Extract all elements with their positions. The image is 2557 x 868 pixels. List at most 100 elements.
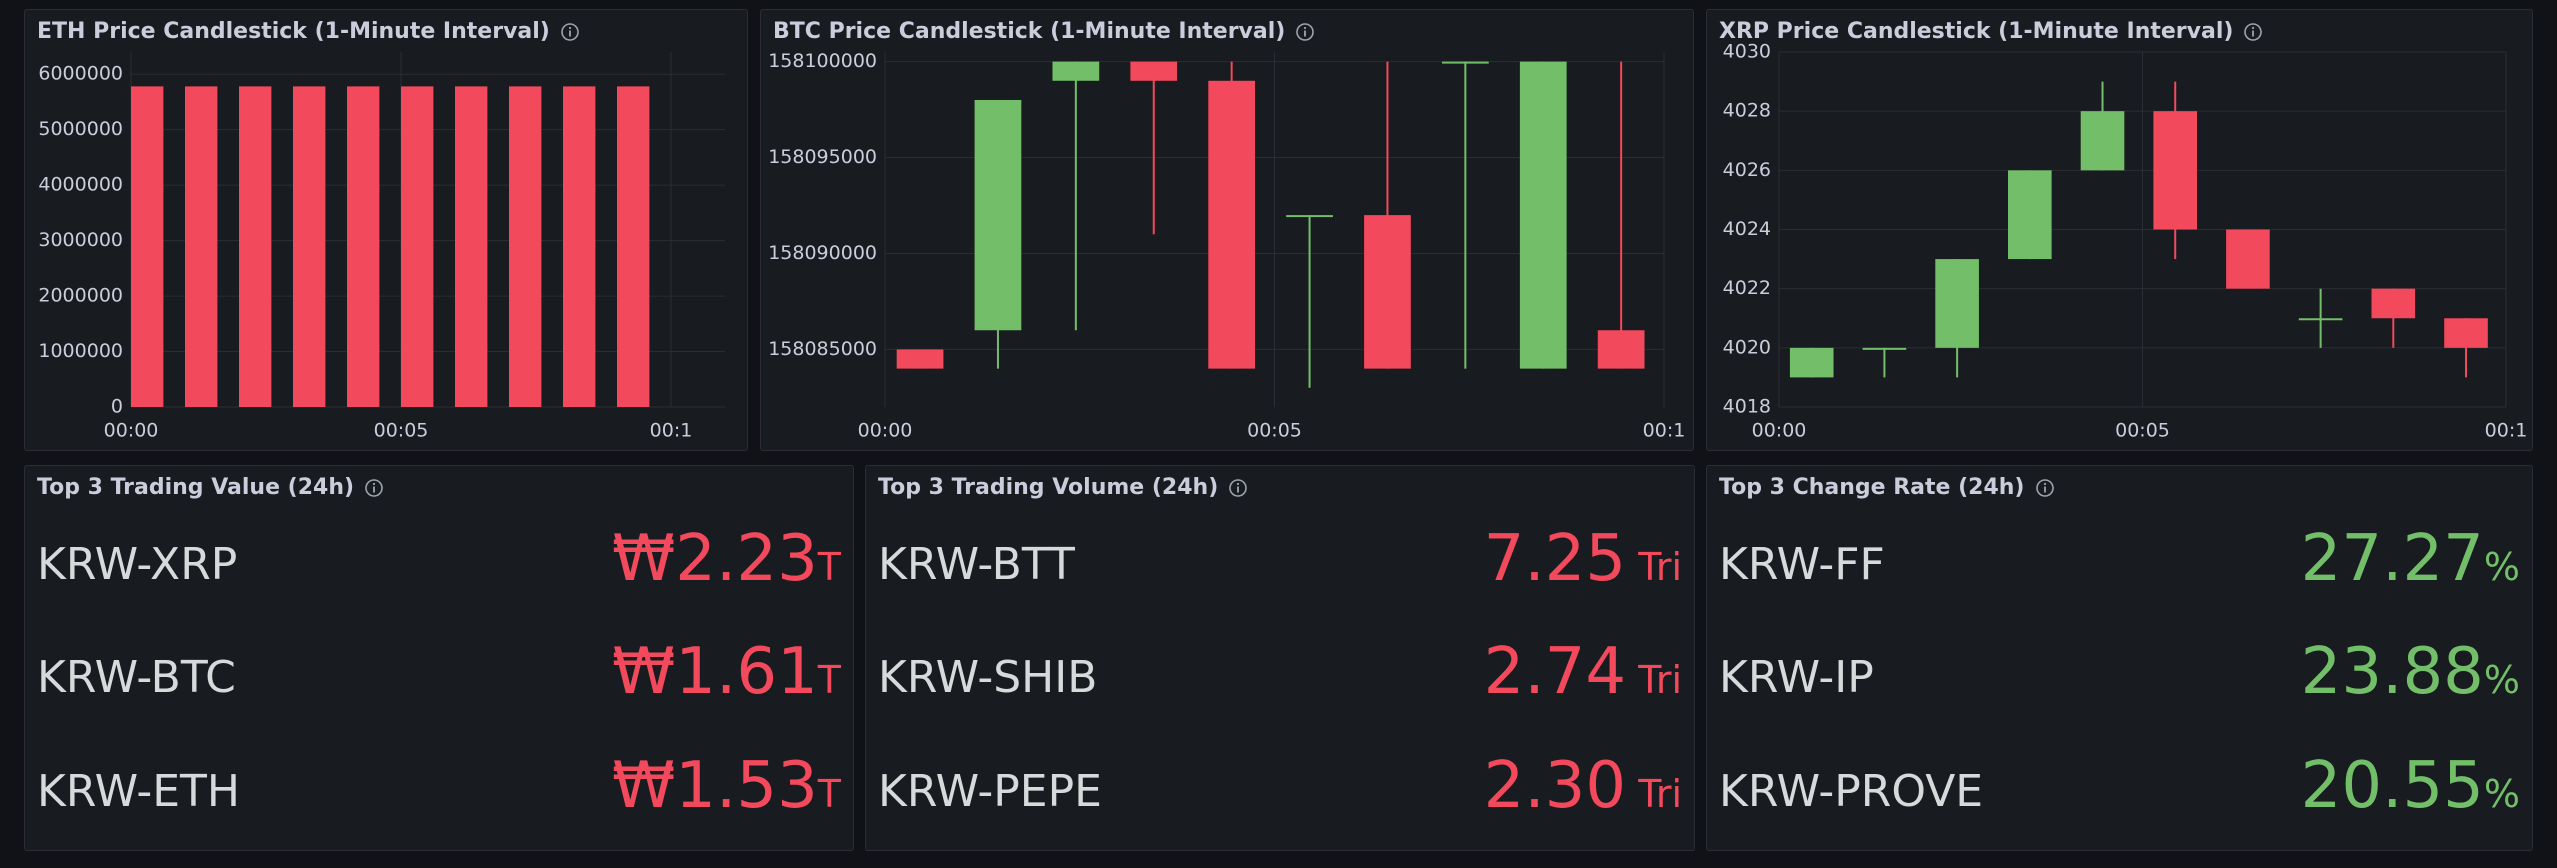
stat-value: 23.88%: [2301, 635, 2520, 709]
value-panel-title: Top 3 Trading Value (24h): [37, 475, 355, 500]
stat-row: KRW-BTT 7.25 Tri: [878, 516, 1682, 606]
panel-title: ETH Price Candlestick (1-Minute Interval…: [37, 19, 580, 44]
stat-number: ₩2.23: [612, 522, 818, 596]
x-tick-label: 00:00: [1752, 420, 1807, 442]
change-panel-title: Top 3 Change Rate (24h): [1719, 475, 2025, 500]
stat-unit: T: [817, 772, 841, 816]
stat-value: 7.25 Tri: [1484, 522, 1682, 596]
candle-body: [2371, 288, 2416, 319]
x-tick-label: 00:05: [374, 420, 429, 442]
candle-body: [974, 99, 1022, 331]
price-bar: [563, 86, 596, 407]
stat-unit: Tri: [1626, 545, 1682, 589]
stat-row: KRW-FF 27.27%: [1719, 516, 2520, 606]
x-tick-label: 00:1: [1643, 420, 1686, 442]
y-tick-label: 0: [111, 396, 123, 418]
price-bar: [455, 86, 488, 407]
stat-row: KRW-PEPE 2.30 Tri: [878, 743, 1682, 833]
y-tick-label: 158095000: [768, 146, 877, 168]
btc-candlestick-panel: BTC Price Candlestick (1-Minute Interval…: [760, 9, 1694, 451]
stat-unit: T: [817, 658, 841, 702]
market-name: KRW-FF: [1719, 539, 1885, 590]
stat-number: 7.25: [1483, 522, 1627, 596]
candle-body: [2298, 318, 2343, 321]
candle-body: [896, 349, 944, 369]
eth-price-chart[interactable]: 0 1000000 2000000 3000000 4000000 5000000 6000…: [25, 10, 749, 452]
price-bar: [293, 86, 326, 407]
y-tick-label: 4020: [1723, 336, 1771, 358]
info-circle-icon[interactable]: [1295, 22, 1315, 42]
y-tick-label: 4028: [1723, 100, 1771, 122]
panel-title: BTC Price Candlestick (1-Minute Interval…: [773, 19, 1315, 44]
x-tick-label: 00:05: [2115, 420, 2170, 442]
stat-number: 2.74: [1483, 635, 1627, 709]
info-circle-icon[interactable]: [364, 478, 384, 498]
stat-unit: %: [2483, 772, 2520, 816]
stat-value: ₩2.23T: [612, 522, 841, 596]
candle-body: [1789, 347, 1834, 378]
y-tick-label: 4018: [1723, 396, 1771, 418]
y-tick-label: 158085000: [768, 338, 877, 360]
panel-title: Top 3 Change Rate (24h): [1719, 475, 2055, 500]
candle-body: [1052, 61, 1100, 81]
info-circle-icon[interactable]: [560, 22, 580, 42]
market-name: KRW-XRP: [37, 539, 238, 590]
y-tick-label: 4030: [1723, 41, 1771, 63]
stat-unit: %: [2483, 545, 2520, 589]
stat-value: 2.74 Tri: [1484, 635, 1682, 709]
candle-body: [1364, 215, 1411, 369]
stat-number: 2.30: [1483, 749, 1627, 823]
stat-row: KRW-XRP ₩2.23T: [37, 516, 841, 606]
price-bar: [347, 86, 380, 407]
stat-row: KRW-ETH ₩1.53T: [37, 743, 841, 833]
market-name: KRW-BTT: [878, 539, 1075, 590]
x-tick-label: 00:00: [858, 420, 913, 442]
candle-body: [1208, 80, 1256, 369]
x-tick-label: 00:1: [2485, 420, 2528, 442]
stat-unit: Tri: [1626, 772, 1682, 816]
x-tick-label: 00:00: [104, 420, 159, 442]
candle-body: [2444, 318, 2488, 348]
eth-panel-title: ETH Price Candlestick (1-Minute Interval…: [37, 19, 550, 44]
top3-trading-volume-panel: Top 3 Trading Volume (24h) KRW-BTT 7.25 …: [865, 465, 1695, 851]
info-circle-icon[interactable]: [2035, 478, 2055, 498]
stat-value: 2.30 Tri: [1484, 749, 1682, 823]
info-circle-icon[interactable]: [1228, 478, 1248, 498]
market-name: KRW-BTC: [37, 652, 236, 703]
stat-value: 20.55%: [2301, 749, 2520, 823]
stat-unit: %: [2483, 658, 2520, 702]
market-name: KRW-ETH: [37, 766, 241, 817]
stat-number: ₩1.61: [612, 635, 818, 709]
btc-price-chart[interactable]: 158085000 158090000 158095000 158100000 00:0…: [761, 10, 1695, 452]
stat-value: 27.27%: [2301, 522, 2520, 596]
price-bar: [401, 86, 434, 407]
price-bar: [239, 86, 272, 407]
btc-panel-title: BTC Price Candlestick (1-Minute Interval…: [773, 19, 1286, 44]
y-tick-label: 158100000: [768, 50, 877, 72]
x-tick-label: 00:1: [650, 420, 693, 442]
y-tick-label: 158090000: [768, 242, 877, 264]
price-bar: [509, 86, 542, 407]
candle-body: [1130, 61, 1178, 81]
market-name: KRW-IP: [1719, 652, 1874, 703]
stat-value: ₩1.53T: [612, 749, 841, 823]
stat-row: KRW-SHIB 2.74 Tri: [878, 629, 1682, 719]
xrp-candlestick-panel: XRP Price Candlestick (1-Minute Interval…: [1706, 9, 2533, 451]
stat-number: 27.27: [2300, 522, 2484, 596]
volume-panel-title: Top 3 Trading Volume (24h): [878, 475, 1219, 500]
candle-body: [1862, 347, 1907, 350]
candle-body: [2153, 111, 2198, 230]
price-bar: [617, 86, 650, 407]
y-tick-label: 4024: [1723, 218, 1771, 240]
candle-body: [1441, 61, 1489, 64]
stat-unit: Tri: [1626, 658, 1682, 702]
y-tick-label: 3000000: [38, 229, 123, 251]
xrp-price-chart[interactable]: 4018 4020 4022 4024 4026 4028 4030 00:00 00:05 00…: [1707, 10, 2534, 452]
stat-number: 23.88: [2300, 635, 2484, 709]
candle-body: [2226, 229, 2270, 289]
stat-row: KRW-BTC ₩1.61T: [37, 629, 841, 719]
y-tick-label: 6000000: [38, 63, 123, 85]
info-circle-icon[interactable]: [2243, 22, 2263, 42]
price-bar: [131, 86, 164, 407]
candle-body: [1935, 259, 1979, 348]
